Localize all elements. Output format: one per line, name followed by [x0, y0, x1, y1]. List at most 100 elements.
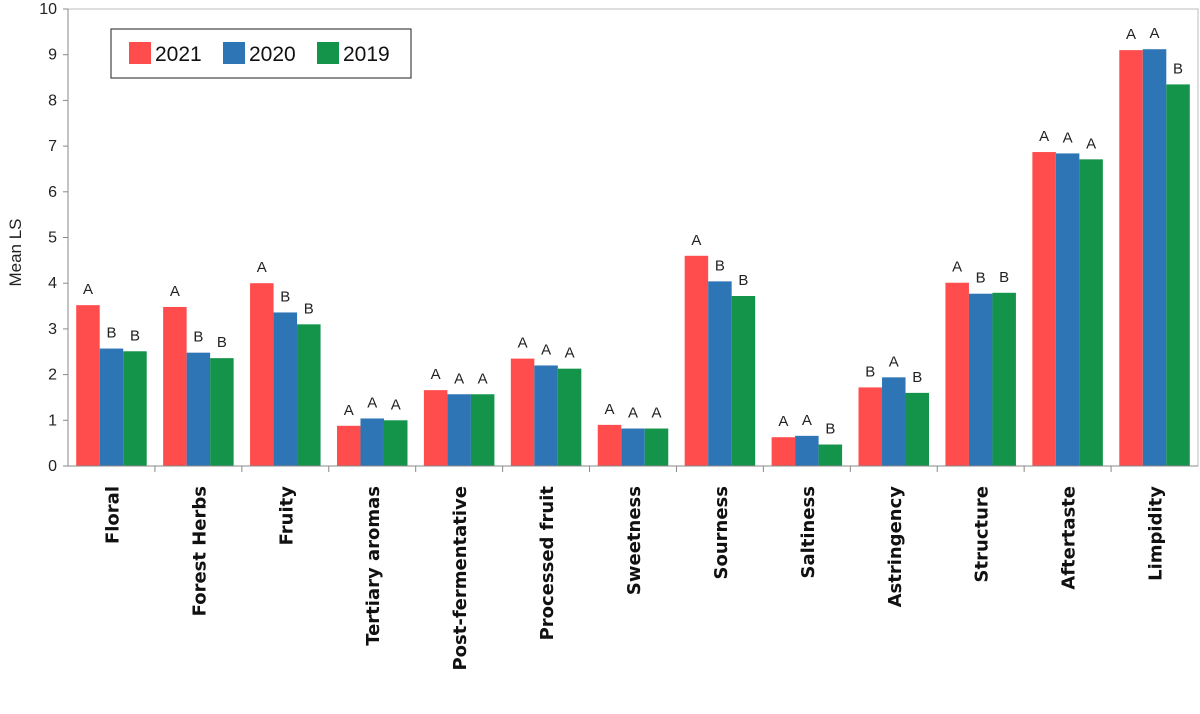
y-tick-label: 6: [48, 184, 57, 201]
bar-2019-fruity: [297, 324, 321, 466]
significance-letter: A: [170, 283, 180, 300]
significance-letter: A: [541, 341, 551, 358]
legend-label-2020: 2020: [249, 43, 296, 66]
bar-2020-saltiness: [795, 435, 819, 466]
significance-letter: B: [738, 272, 748, 289]
bar-2021-aftertaste: [1032, 152, 1056, 467]
significance-letter: A: [889, 353, 899, 370]
bar-2021-astringency: [858, 387, 883, 466]
significance-letter: A: [431, 366, 441, 383]
y-tick-label: 4: [48, 275, 57, 292]
category-label: Saltiness: [798, 486, 819, 579]
bar-2019-post-fermentative: [470, 394, 495, 466]
category-label: Floral: [102, 486, 123, 544]
significance-letter: A: [391, 396, 401, 413]
y-tick-label: 5: [48, 230, 57, 247]
bar-2019-astringency: [905, 392, 930, 466]
significance-letter: A: [1126, 26, 1136, 43]
significance-letter: B: [976, 270, 986, 287]
significance-letter: B: [280, 288, 290, 305]
y-tick-label: 9: [48, 47, 57, 64]
bar-2020-floral: [99, 348, 124, 466]
significance-letter: B: [999, 269, 1009, 286]
significance-letter: B: [715, 257, 725, 274]
bar-2020-structure: [968, 293, 993, 466]
bar-2021-tertiary-aromas: [336, 425, 361, 466]
bar-2020-tertiary-aromas: [360, 418, 384, 466]
bar-2020-limpidity: [1142, 49, 1167, 466]
legend-swatch-2019: [317, 42, 339, 64]
category-label: Limpidity: [1146, 486, 1167, 581]
legend-label-2021: 2021: [155, 43, 202, 66]
category-label: Tertiary aromas: [363, 486, 384, 646]
bar-2021-post-fermentative: [423, 390, 448, 466]
significance-letter: A: [518, 335, 528, 352]
legend-swatch-2020: [223, 42, 245, 64]
significance-letter: A: [257, 259, 267, 276]
bar-2021-structure: [945, 282, 969, 466]
y-tick-label: 0: [48, 458, 57, 475]
bar-2019-processed-fruit: [557, 368, 582, 466]
bar-2020-sweetness: [621, 428, 645, 466]
significance-letter: A: [1039, 128, 1049, 145]
bar-2019-limpidity: [1166, 84, 1190, 466]
significance-letter: A: [565, 345, 575, 362]
y-tick-label: 2: [48, 367, 57, 384]
category-label: Fruity: [276, 486, 297, 546]
significance-letter: B: [217, 334, 227, 351]
y-tick-label: 10: [39, 1, 57, 18]
legend: 2021 2020 2019: [110, 28, 412, 79]
significance-letter: B: [106, 325, 116, 342]
bar-2019-structure: [992, 292, 1016, 466]
category-label: Aftertaste: [1059, 486, 1080, 590]
category-label: Forest Herbs: [189, 486, 210, 616]
bar-2020-post-fermentative: [447, 394, 471, 466]
significance-letter: B: [304, 300, 314, 317]
significance-letter: A: [1086, 135, 1096, 152]
significance-letter: B: [193, 329, 203, 346]
category-label: Post-fermentative: [450, 486, 471, 671]
bar-2021-saltiness: [771, 437, 796, 466]
significance-letter: B: [1173, 60, 1183, 77]
bar-2019-forest-herbs: [210, 358, 234, 466]
significance-letter: B: [130, 327, 140, 344]
bars: [76, 49, 1190, 467]
significance-letter: B: [865, 363, 875, 380]
significance-letter: A: [1063, 129, 1073, 146]
bar-2021-fruity: [250, 283, 274, 466]
significance-letter: A: [778, 413, 788, 430]
category-label: Structure: [972, 486, 993, 582]
category-label: Sourness: [711, 486, 732, 579]
y-tick-label: 8: [48, 92, 57, 109]
significance-letter: A: [478, 370, 488, 387]
significance-letter: A: [651, 405, 661, 422]
bar-2019-aftertaste: [1079, 159, 1103, 466]
legend-label-2019: 2019: [343, 43, 390, 66]
legend-box: [110, 28, 412, 79]
category-label: Astringency: [885, 486, 906, 608]
significance-letter: A: [344, 402, 354, 419]
bar-2020-astringency: [882, 377, 906, 466]
bar-2019-floral: [123, 351, 147, 466]
bar-2019-sweetness: [644, 428, 669, 466]
bar-2021-forest-herbs: [163, 306, 187, 466]
significance-letter: A: [952, 259, 962, 276]
significance-letter: B: [825, 421, 835, 438]
bar-2021-floral: [76, 305, 100, 466]
bar-2020-processed-fruit: [534, 365, 558, 466]
bar-2020-fruity: [273, 312, 298, 466]
significance-letter: A: [83, 281, 93, 298]
significance-letter: A: [691, 232, 701, 249]
y-axis: 0 1 2 3 4 5 6 7 8 9 10: [39, 1, 69, 475]
significance-letter: A: [628, 405, 638, 422]
bar-2020-aftertaste: [1055, 153, 1080, 466]
bar-2020-forest-herbs: [186, 352, 211, 466]
bar-2021-sourness: [684, 255, 709, 466]
y-tick-label: 1: [48, 412, 57, 429]
bar-2020-sourness: [708, 281, 732, 466]
category-label: Processed fruit: [537, 486, 558, 641]
significance-letter: A: [367, 394, 377, 411]
significance-letter: A: [802, 412, 812, 429]
y-tick-label: 7: [48, 138, 57, 155]
